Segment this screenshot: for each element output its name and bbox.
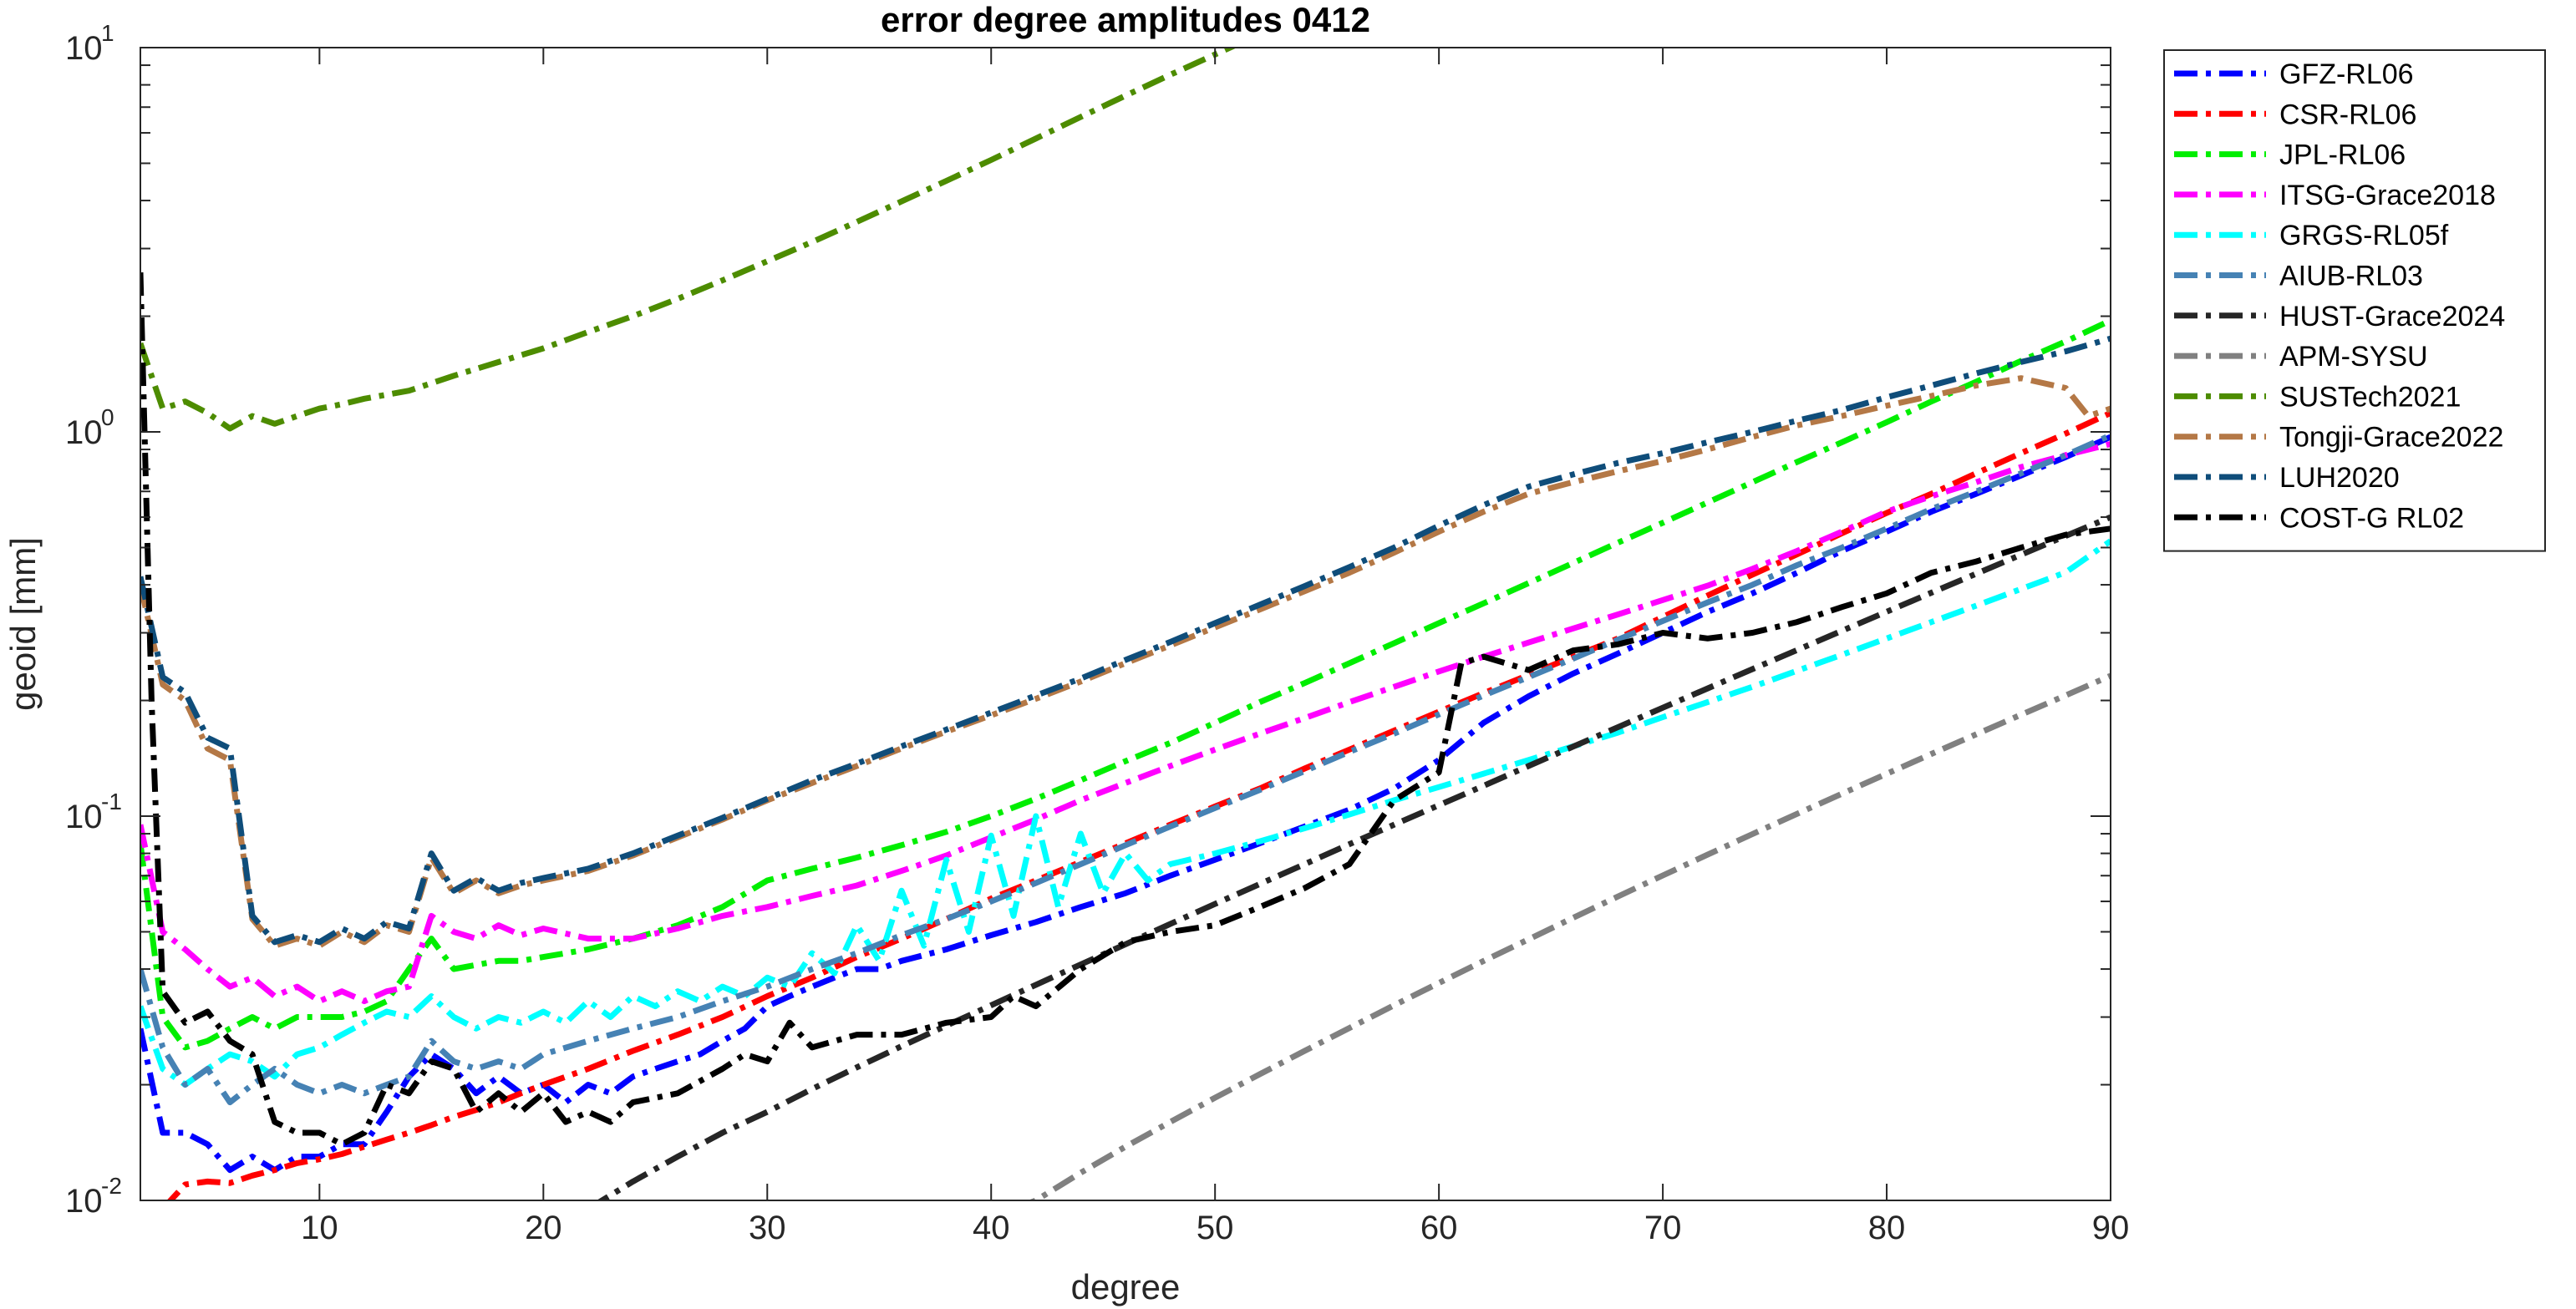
legend-label-aiub-rl03: AIUB-RL03 <box>2279 261 2423 292</box>
x-tick-label: 80 <box>1868 1210 1906 1246</box>
x-tick-label: 40 <box>973 1210 1010 1246</box>
legend-label-sustech2021: SUSTech2021 <box>2279 381 2461 413</box>
y-tick-label-base: 10 <box>65 30 103 67</box>
legend-label-luh2020: LUH2020 <box>2279 462 2400 494</box>
plot-frame <box>140 47 2111 1201</box>
series-line-cost-g-rl02 <box>140 272 2111 1148</box>
y-axis-label: geoid [mm] <box>3 537 43 711</box>
x-tick-label: 90 <box>2092 1210 2130 1246</box>
x-tick-label: 50 <box>1197 1210 1234 1246</box>
y-tick-label-exponent: -1 <box>101 789 122 814</box>
legend-label-gfz-rl06: GFZ-RL06 <box>2279 58 2414 90</box>
series-line-csr-rl06 <box>166 410 2111 1200</box>
y-tick-label-exponent: 1 <box>101 20 114 46</box>
series-line-itsg-grace2018 <box>140 441 2111 1004</box>
legend-label-hust-grace2024: HUST-Grace2024 <box>2279 301 2505 332</box>
x-tick-label: 60 <box>1420 1210 1458 1246</box>
legend-label-csr-rl06: CSR-RL06 <box>2279 99 2416 130</box>
y-tick-label-base: 10 <box>65 414 103 451</box>
legend-label-jpl-rl06: JPL-RL06 <box>2279 140 2406 171</box>
y-tick-label-base: 10 <box>65 1183 103 1220</box>
x-tick-label: 20 <box>525 1210 562 1246</box>
series-line-apm-sysu <box>1027 672 2111 1200</box>
legend-label-apm-sysu: APM-SYSU <box>2279 341 2428 373</box>
legend-box <box>2163 49 2546 552</box>
plot-background <box>140 48 2111 1200</box>
x-tick-label: 70 <box>1644 1210 1682 1246</box>
legend-label-cost-g-rl02: COST-G RL02 <box>2279 502 2464 534</box>
legend: GFZ-RL06 CSR-RL06 JPL-RL06 ITSG-Grace2018 GR… <box>2163 49 2546 552</box>
legend-label-grgs-rl05f: GRGS-RL05f <box>2279 220 2449 251</box>
legend-label-tongji-grace2022: Tongji-Grace2022 <box>2279 422 2503 454</box>
series-line-jpl-rl06 <box>140 317 2111 1051</box>
series-line-grgs-rl05f <box>140 538 2111 1088</box>
x-tick-label: 30 <box>749 1210 786 1246</box>
chart-title: error degree amplitudes 0412 <box>881 0 1370 39</box>
y-tick-label-base: 10 <box>65 799 103 835</box>
legend-label-itsg-grace2018: ITSG-Grace2018 <box>2279 180 2496 211</box>
series-line-sustech2021 <box>140 48 1237 432</box>
x-tick-label: 10 <box>301 1210 338 1246</box>
series-layer <box>140 48 2111 1200</box>
series-line-hust-grace2024 <box>596 514 2111 1200</box>
series-line-aiub-rl03 <box>140 432 2111 1106</box>
series-line-luh2020 <box>140 335 2111 946</box>
x-axis-label: degree <box>1071 1267 1181 1306</box>
y-tick-label-exponent: 0 <box>101 404 114 430</box>
y-tick-label-exponent: -2 <box>101 1173 122 1199</box>
